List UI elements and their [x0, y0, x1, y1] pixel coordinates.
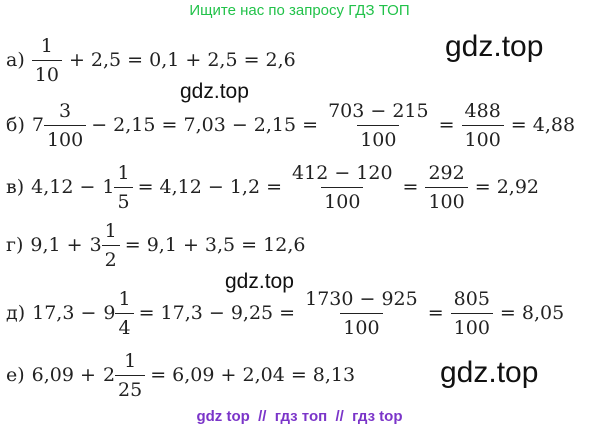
expression: + 2,5 = 0,1 + 2,5 = 2,6: [68, 49, 296, 71]
item-label: г): [6, 234, 24, 256]
whole-part: 9: [103, 302, 116, 324]
numerator: 805: [453, 287, 490, 310]
expression: 17,3 −: [32, 302, 97, 324]
denominator: 100: [340, 312, 383, 342]
fraction: 3 100: [43, 97, 87, 154]
denominator: 100: [321, 186, 364, 216]
expression: − 2,15 = 7,03 − 2,15 =: [91, 114, 319, 136]
expression: = 8,05: [499, 302, 565, 324]
expression: =: [427, 302, 444, 324]
denominator: 5: [114, 186, 133, 216]
denominator: 100: [357, 124, 400, 154]
whole-part: 2: [102, 364, 116, 386]
numerator: 1: [124, 349, 137, 372]
watermark: gdz.top: [440, 356, 539, 389]
fraction: 703 − 215 100: [325, 97, 432, 154]
watermark: gdz.top: [445, 30, 544, 63]
expression: = 9,1 + 3,5 = 12,6: [124, 234, 306, 256]
watermark: gdz.top: [225, 270, 294, 293]
denominator: 100: [461, 124, 504, 154]
fraction: 1 10: [31, 32, 62, 89]
expression: = 4,12 − 1,2 =: [137, 176, 283, 198]
whole-part: 3: [89, 234, 102, 256]
numerator: 1: [40, 34, 53, 57]
numerator: 292: [428, 161, 465, 184]
expression: = 6,09 + 2,04 = 8,13: [150, 364, 356, 386]
denominator: 2: [101, 244, 120, 274]
item-label: б): [6, 114, 25, 136]
footer: gdz top // гдз топ // гдз top: [196, 408, 403, 425]
math-line: б) 7 3 100− 2,15 = 7,03 − 2,15 = 703 − 215 10…: [6, 93, 582, 157]
expression: =: [402, 176, 419, 198]
denominator: 10: [31, 59, 62, 89]
expression: = 17,3 − 9,25 =: [138, 302, 296, 324]
expression: 9,1 +: [30, 234, 83, 256]
item-label: а): [6, 49, 25, 71]
fraction: 805 100: [450, 285, 493, 342]
header: Ищите нас по запросу ГДЗ ТОП: [189, 2, 410, 19]
expression: 4,12 −: [31, 176, 96, 198]
denominator: 25: [115, 374, 146, 404]
fraction: 412 − 120 100: [289, 159, 396, 216]
expression: 6,09 +: [31, 364, 96, 386]
fraction: 292 100: [425, 159, 468, 216]
whole-part: 7: [31, 114, 44, 136]
expression: = 2,92: [474, 176, 539, 198]
denominator: 100: [425, 186, 468, 216]
math-line: е) 6,09 + 2 1 25 = 6,09 + 2,04 = 8,13: [6, 343, 362, 407]
math-line: д) 17,3 −9 1 4 = 17,3 − 9,25 = 1730 − 925 100 =…: [6, 281, 571, 345]
numerator: 1: [117, 161, 130, 184]
numerator: 488: [464, 99, 501, 122]
numerator: 1730 − 925: [305, 287, 418, 310]
numerator: 703 − 215: [328, 99, 429, 122]
fraction: 1 25: [115, 347, 146, 404]
fraction: 1730 − 925 100: [302, 285, 421, 342]
expression: = 4,88: [510, 114, 576, 136]
whole-part: 1: [102, 176, 115, 198]
denominator: 100: [450, 312, 493, 342]
mixed-number: 7 3 100: [31, 97, 87, 154]
mixed-number: 2 1 25: [102, 347, 146, 404]
fraction: 488 100: [461, 97, 504, 154]
numerator: 3: [59, 99, 72, 122]
item-label: в): [6, 176, 25, 198]
denominator: 100: [43, 124, 87, 154]
math-line: в) 4,12 −1 1 5 = 4,12 − 1,2 = 412 − 120 100 = 29…: [6, 155, 546, 219]
math-line: а) 1 10 + 2,5 = 0,1 + 2,5 = 2,6: [6, 28, 303, 92]
numerator: 1: [118, 287, 131, 310]
math-line: г) 9,1 + 3 1 2 = 9,1 + 3,5 = 12,6: [6, 213, 312, 277]
numerator: 412 − 120: [292, 161, 393, 184]
item-label: д): [6, 302, 26, 324]
numerator: 1: [104, 219, 117, 242]
watermark: gdz.top: [180, 80, 249, 103]
denominator: 4: [115, 312, 134, 342]
item-label: е): [6, 364, 25, 386]
expression: =: [438, 114, 455, 136]
